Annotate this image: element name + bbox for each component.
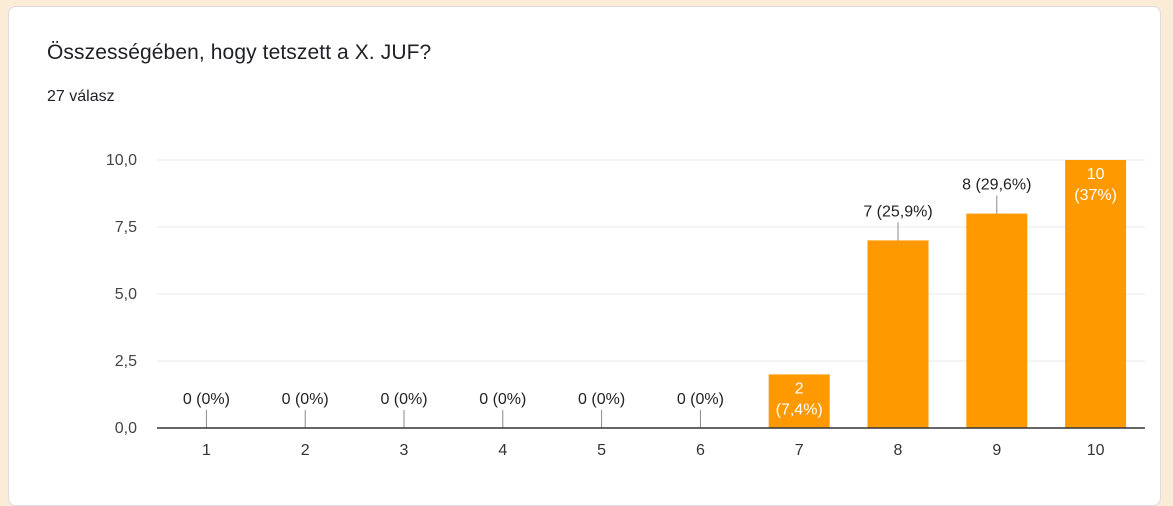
data-label: 7 (25,9%) <box>863 203 932 220</box>
x-tick-label: 3 <box>400 442 409 459</box>
x-tick-label: 1 <box>202 442 211 459</box>
y-tick-label: 5,0 <box>115 286 137 303</box>
x-tick-label: 5 <box>597 442 606 459</box>
y-tick-label: 10,0 <box>106 152 137 169</box>
data-label: 8 (29,6%) <box>962 177 1031 194</box>
bar <box>768 374 830 428</box>
x-tick-label: 6 <box>696 442 705 459</box>
data-label: 2 <box>795 380 804 397</box>
y-tick-label: 0,0 <box>115 420 137 437</box>
x-tick-label: 8 <box>894 442 903 459</box>
data-label: 0 (0%) <box>677 391 724 408</box>
data-label: (7,4%) <box>776 401 823 418</box>
data-label: 0 (0%) <box>578 391 625 408</box>
y-tick-label: 2,5 <box>115 353 137 370</box>
bar <box>867 240 929 428</box>
question-title: Összességében, hogy tetszett a X. JUF? <box>47 41 432 64</box>
x-tick-label: 9 <box>992 442 1001 459</box>
response-count: 27 válasz <box>47 88 115 105</box>
bar <box>966 213 1028 428</box>
bar <box>1065 160 1127 428</box>
y-tick-label: 7,5 <box>115 219 137 236</box>
data-label: 0 (0%) <box>479 391 526 408</box>
x-tick-label: 2 <box>301 442 310 459</box>
data-label: 0 (0%) <box>282 391 329 408</box>
data-label: 0 (0%) <box>183 391 230 408</box>
data-label: 0 (0%) <box>380 391 427 408</box>
data-label: 10 <box>1087 166 1105 183</box>
bar-chart: 0,0 2,5 5,0 7,5 10,0 1 0 (0%) 2 0 (0%) 3 0 (0%) 4 0 … <box>106 152 1145 459</box>
data-label: (37%) <box>1074 187 1117 204</box>
x-tick-label: 7 <box>795 442 804 459</box>
x-tick-label: 10 <box>1087 442 1105 459</box>
x-tick-label: 4 <box>498 442 507 459</box>
